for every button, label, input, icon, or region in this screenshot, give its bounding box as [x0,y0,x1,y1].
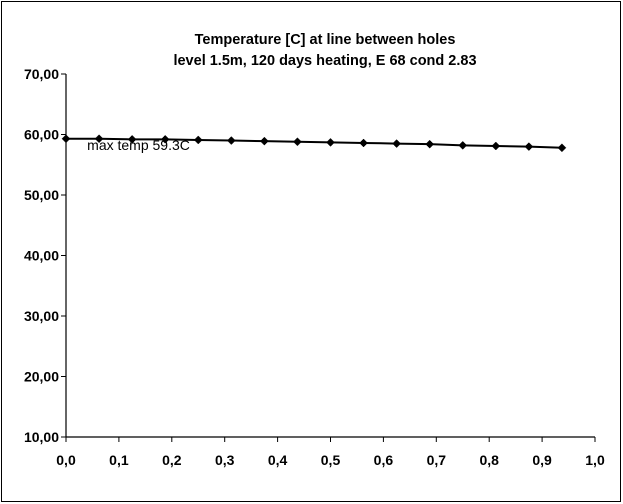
chart-title: Temperature [C] at line between holes [195,32,456,48]
y-tick-label: 30,00 [24,308,59,324]
x-tick-label: 0,0 [56,452,76,468]
y-tick-label: 20,00 [24,369,59,385]
data-point-marker [326,138,335,147]
x-tick-label: 0,2 [162,452,182,468]
data-point-marker [226,136,236,145]
x-tick-label: 0,8 [479,452,499,468]
data-point-marker [491,141,501,151]
y-tick-label: 70,00 [24,66,59,82]
data-point-marker [94,134,104,144]
y-tick-label: 10,00 [24,429,59,445]
data-point-marker [61,134,71,144]
data-point-marker [458,141,468,150]
series-layer [61,134,567,153]
data-point-marker [392,139,401,148]
x-tick-label: 0,5 [321,452,341,468]
data-point-marker [557,143,567,153]
x-tick-label: 0,9 [532,452,552,468]
data-point-marker [425,139,435,149]
data-point-marker [293,137,302,147]
chart-subtitle: level 1.5m, 120 days heating, E 68 cond … [173,53,476,69]
y-tick-label: 50,00 [24,187,59,203]
data-point-marker [524,142,534,151]
y-tick-label: 60,00 [24,127,59,143]
series-line [66,137,562,149]
x-tick-label: 1,0 [585,452,605,468]
data-point-marker [193,135,203,145]
x-tick-label: 0,4 [268,452,288,468]
data-point-marker [260,136,269,146]
x-tick-label: 0,7 [427,452,447,468]
data-point-marker [127,134,137,144]
max-temp-annotation: max temp 59.3C [87,137,190,153]
y-tick-label: 40,00 [24,248,59,264]
data-point-marker [359,138,368,148]
x-tick-label: 0,6 [374,452,394,468]
annotation-layer: max temp 59.3C [87,137,190,153]
data-point-marker [160,134,170,144]
x-tick-label: 0,1 [109,452,129,468]
chart-axes: 10,00 20,00 30,00 40,00 50,00 60,00 70,00 0,0 0,… [24,66,605,468]
x-tick-label: 0,3 [215,452,235,468]
